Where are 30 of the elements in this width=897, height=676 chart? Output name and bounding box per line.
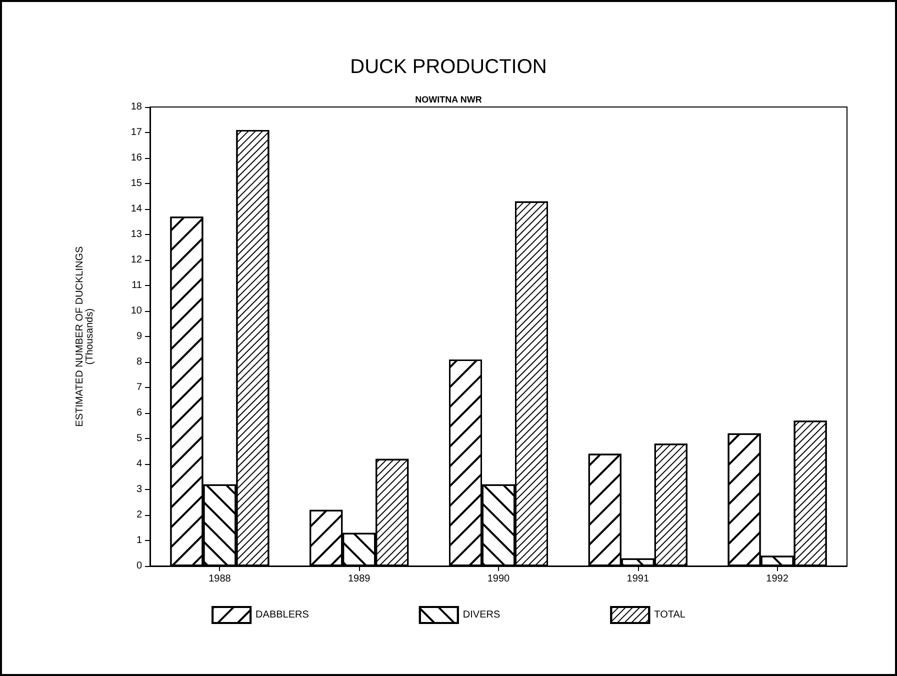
x-tick-label: 1988 — [208, 574, 232, 584]
y-tick-label: 0 — [136, 560, 142, 572]
y-tick-label: 3 — [136, 484, 142, 495]
chart-title: DUCK PRODUCTION — [350, 56, 547, 78]
y-tick-label: 11 — [132, 280, 142, 291]
y-tick-label: 1 — [136, 535, 142, 546]
y-tick-label: 9 — [136, 331, 142, 342]
legend-label: DABBLERS — [256, 610, 310, 620]
chart-subtitle: NOWITNA NWR — [415, 94, 482, 104]
y-axis-title: ESTIMATED NUMBER OF DUCKLINGS (Thousands) — [74, 246, 96, 427]
y-tick-label: 12 — [130, 254, 142, 266]
x-tick-label: 1990 — [487, 574, 510, 584]
x-tick-label: 1991 — [626, 574, 650, 584]
y-tick-label: 5 — [136, 433, 142, 444]
y-tick-label: 7 — [136, 382, 142, 393]
y-tick-label: 15 — [130, 178, 142, 189]
y-tick-label: 6 — [136, 408, 142, 418]
y-tick-label: 17 — [130, 127, 142, 138]
legend-label: DIVERS — [462, 610, 500, 620]
y-tick-label: 4 — [136, 458, 142, 470]
y-tick-label: 10 — [130, 306, 142, 316]
y-tick-label: 2 — [136, 510, 142, 520]
y-tick-label: 8 — [136, 356, 142, 368]
x-tick-label: 1989 — [348, 574, 371, 584]
y-tick-label: 14 — [130, 204, 142, 214]
y-tick-label: 18 — [130, 102, 142, 112]
legend-label: TOTAL — [654, 610, 686, 620]
y-tick-label: 13 — [130, 229, 142, 240]
x-tick-label: 1992 — [766, 574, 789, 584]
y-tick-label: 16 — [130, 152, 142, 164]
